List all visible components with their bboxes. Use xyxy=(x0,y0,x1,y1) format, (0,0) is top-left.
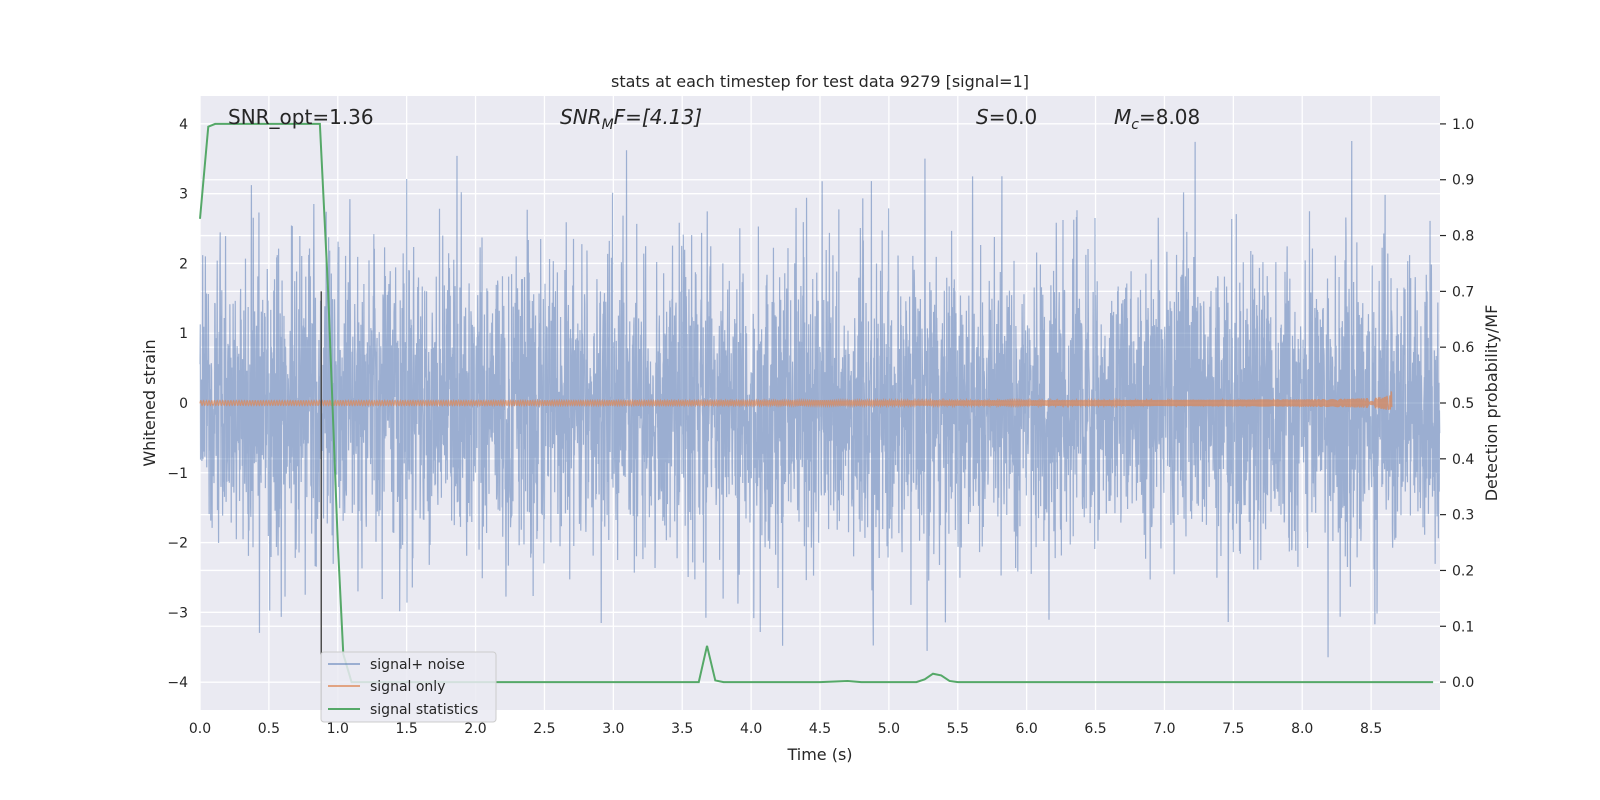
y-tick-label: 4 xyxy=(179,117,188,133)
y2-tick-label: 0.7 xyxy=(1452,284,1474,300)
signal-only-layer xyxy=(199,391,1393,411)
x-tick-label: 2.0 xyxy=(464,721,486,737)
annotation-s: S=0.0 xyxy=(976,105,1037,129)
annotation-snr-opt: SNR_opt=1.36 xyxy=(228,105,374,129)
y2-tick-label: 0.8 xyxy=(1452,229,1474,245)
series-signal-only xyxy=(199,391,1393,411)
legend-box xyxy=(320,651,497,723)
series-signal-noise xyxy=(199,140,1441,658)
y2-tick-label: 1.0 xyxy=(1452,117,1474,133)
y2-tick-label: 0.9 xyxy=(1452,173,1474,189)
x-tick-label: 0.0 xyxy=(189,721,211,737)
y2-axis-label: Detection probability/MF xyxy=(1482,305,1501,502)
signal-noise-layer xyxy=(199,140,1441,658)
y-tick-label: 0 xyxy=(179,396,188,412)
legend-label-signal-statistics: signal statistics xyxy=(370,702,478,718)
x-tick-label: 6.0 xyxy=(1016,721,1038,737)
y2-tick-label: 0.2 xyxy=(1452,563,1474,579)
y2-tick-label: 0.4 xyxy=(1452,452,1474,468)
x-tick-label: 6.5 xyxy=(1084,721,1106,737)
y-tick-label: −4 xyxy=(167,675,188,691)
x-tick-label: 3.0 xyxy=(602,721,624,737)
x-tick-label: 7.0 xyxy=(1153,721,1175,737)
y2-tick-label: 0.0 xyxy=(1452,675,1474,691)
y-tick-label: −2 xyxy=(167,536,188,552)
annotation-snr-mf: SNRMF=[4.13] xyxy=(560,105,702,133)
legend-label-signal-only: signal only xyxy=(370,679,445,695)
y2-tick-label: 0.3 xyxy=(1452,508,1474,524)
x-tick-label: 5.5 xyxy=(947,721,969,737)
legend: signal+ noise signal only signal statist… xyxy=(320,651,497,723)
x-tick-label: 0.5 xyxy=(258,721,280,737)
series-signal-statistics xyxy=(199,122,1434,684)
y-tick-label: 3 xyxy=(179,187,188,203)
annotation-mc: Mc=8.08 xyxy=(1114,105,1200,133)
signal-statistics-layer xyxy=(199,122,1434,684)
y2-tick-label: 0.1 xyxy=(1452,619,1474,635)
y-axis-label: Whitened strain xyxy=(140,339,159,466)
x-tick-label: 8.5 xyxy=(1360,721,1382,737)
y-tick-label: 1 xyxy=(179,326,188,342)
x-tick-labels: 0.0 0.5 1.0 1.5 2.0 2.5 3.0 3.5 4.0 4.5 5.0 5.5 6.0 6… xyxy=(189,721,1382,737)
x-tick-label: 1.5 xyxy=(396,721,418,737)
y2-tick-label: 0.6 xyxy=(1452,340,1474,356)
x-tick-label: 7.5 xyxy=(1222,721,1244,737)
y-tick-label: −1 xyxy=(167,466,188,482)
x-tick-label: 2.5 xyxy=(533,721,555,737)
x-tick-label: 5.0 xyxy=(878,721,900,737)
x-tick-label: 4.5 xyxy=(809,721,831,737)
y-tick-label: 2 xyxy=(179,256,188,272)
y2-tick-labels: 0.0 0.1 0.2 0.3 0.4 0.5 0.6 0.7 0.8 0.9 1.0 xyxy=(1440,117,1474,691)
x-tick-label: 8.0 xyxy=(1291,721,1313,737)
y2-tick-label: 0.5 xyxy=(1452,396,1474,412)
y-tick-label: −3 xyxy=(167,605,188,621)
chart-title: stats at each timestep for test data 927… xyxy=(611,72,1029,91)
x-tick-label: 4.0 xyxy=(740,721,762,737)
legend-label-signal-noise: signal+ noise xyxy=(370,657,465,673)
x-tick-label: 3.5 xyxy=(671,721,693,737)
x-axis-label: Time (s) xyxy=(786,745,852,764)
y-tick-labels: −4 −3 −2 −1 0 1 2 3 4 xyxy=(167,117,188,691)
x-tick-label: 1.0 xyxy=(327,721,349,737)
